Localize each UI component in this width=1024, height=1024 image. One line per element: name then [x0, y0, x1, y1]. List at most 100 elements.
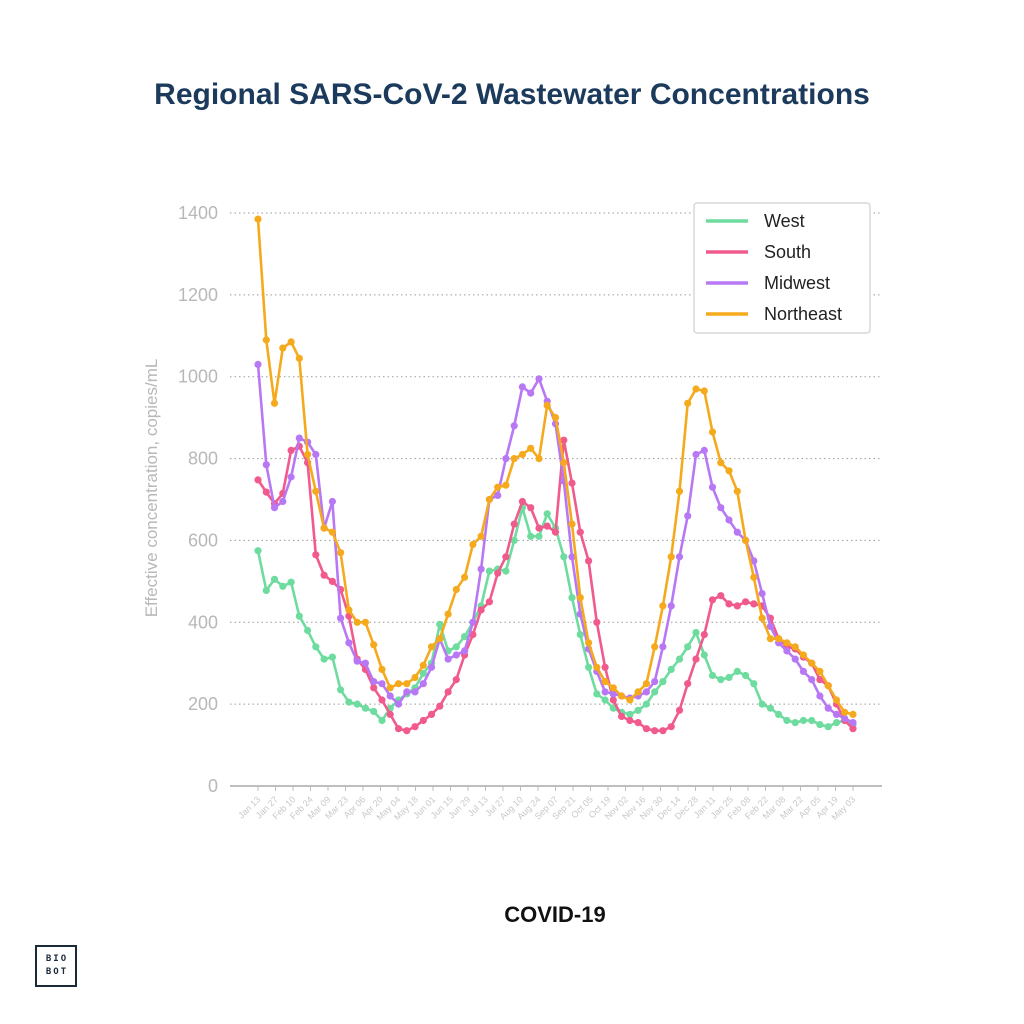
data-point-south: [287, 446, 295, 454]
data-point-midwest: [824, 704, 832, 712]
data-point-west: [659, 678, 667, 686]
data-point-west: [345, 698, 353, 706]
logo-line-2: BOT: [45, 967, 69, 977]
data-point-northeast: [295, 354, 303, 362]
data-point-midwest: [345, 639, 353, 647]
data-point-midwest: [452, 651, 460, 659]
data-point-northeast: [452, 585, 460, 594]
data-point-west: [535, 532, 543, 540]
data-point-midwest: [370, 678, 378, 686]
data-point-midwest: [502, 455, 510, 463]
data-point-south: [427, 710, 436, 719]
data-point-south: [626, 716, 634, 725]
data-point-south: [403, 727, 411, 735]
data-point-west: [783, 716, 791, 725]
y-tick-label: 600: [188, 530, 218, 550]
data-point-west: [667, 665, 675, 674]
y-tick-label: 1400: [178, 203, 218, 223]
logo-line-1: BIO: [45, 954, 69, 964]
data-point-midwest: [700, 446, 708, 454]
data-point-midwest: [692, 450, 700, 459]
data-point-midwest: [378, 680, 386, 688]
data-point-south: [609, 696, 617, 704]
data-point-south: [411, 723, 419, 731]
data-point-south: [328, 577, 336, 586]
data-point-south: [708, 596, 717, 604]
data-point-northeast: [618, 692, 626, 700]
data-point-northeast: [312, 487, 320, 495]
data-point-midwest: [527, 389, 535, 397]
data-point-midwest: [568, 553, 576, 561]
data-point-west: [270, 575, 279, 583]
legend[interactable]: West South Midwest Northeast: [693, 202, 871, 334]
data-point-northeast: [609, 684, 617, 692]
data-point-south: [675, 706, 684, 714]
data-point-northeast: [527, 444, 535, 452]
data-point-northeast: [717, 459, 725, 467]
data-point-midwest: [601, 688, 609, 696]
data-point-northeast: [403, 680, 411, 688]
data-point-northeast: [320, 524, 328, 532]
data-point-northeast: [708, 428, 717, 436]
data-point-west: [708, 671, 717, 680]
data-point-northeast: [791, 643, 799, 651]
data-point-south: [568, 479, 576, 487]
data-point-west: [287, 578, 295, 586]
data-point-northeast: [634, 688, 642, 696]
data-point-south: [742, 598, 750, 606]
data-point-midwest: [254, 360, 262, 368]
data-point-west: [378, 716, 386, 725]
data-point-midwest: [353, 657, 361, 665]
data-point-south: [419, 716, 427, 725]
data-point-midwest: [816, 692, 824, 700]
data-point-midwest: [262, 461, 270, 469]
data-point-west: [568, 594, 576, 602]
data-point-west: [733, 667, 741, 676]
data-point-midwest: [791, 655, 799, 663]
data-point-west: [601, 696, 609, 704]
data-point-west: [361, 704, 369, 712]
data-point-northeast: [394, 680, 403, 688]
data-point-northeast: [386, 684, 394, 692]
data-point-south: [593, 618, 601, 626]
data-point-south: [725, 600, 733, 608]
data-point-west: [502, 567, 510, 575]
data-point-south: [700, 631, 708, 639]
y-axis-ticks: 0 200 400 600 800 1000 1200 1400: [178, 203, 218, 796]
data-point-west: [370, 707, 378, 716]
data-point-midwest: [750, 557, 758, 565]
data-point-west: [576, 631, 584, 639]
data-point-midwest: [494, 491, 502, 499]
y-tick-label: 200: [188, 694, 218, 714]
data-point-west: [337, 686, 345, 694]
data-point-midwest: [799, 667, 808, 676]
data-point-west: [262, 586, 270, 595]
data-point-west: [436, 620, 444, 628]
data-point-west: [725, 673, 733, 682]
data-point-south: [436, 702, 444, 710]
data-point-northeast: [808, 659, 816, 667]
data-point-northeast: [585, 639, 593, 647]
data-point-midwest: [295, 434, 303, 442]
data-point-midwest: [758, 590, 766, 598]
series-west: [254, 504, 857, 731]
data-point-west: [750, 680, 758, 688]
data-point-west: [684, 643, 692, 651]
data-point-south: [378, 696, 386, 704]
data-point-west: [461, 633, 469, 641]
data-point-west: [543, 510, 551, 518]
data-point-midwest: [642, 688, 651, 696]
data-point-south: [659, 727, 667, 735]
data-point-west: [758, 700, 766, 708]
legend-label-midwest: Midwest: [764, 273, 830, 293]
data-point-northeast: [419, 661, 427, 669]
data-point-northeast: [510, 455, 518, 463]
data-point-west: [675, 655, 684, 663]
data-point-midwest: [725, 516, 733, 524]
data-point-midwest: [651, 678, 659, 686]
data-point-south: [254, 476, 262, 484]
data-point-midwest: [808, 676, 816, 684]
data-point-west: [510, 536, 518, 545]
data-point-midwest: [659, 643, 667, 651]
